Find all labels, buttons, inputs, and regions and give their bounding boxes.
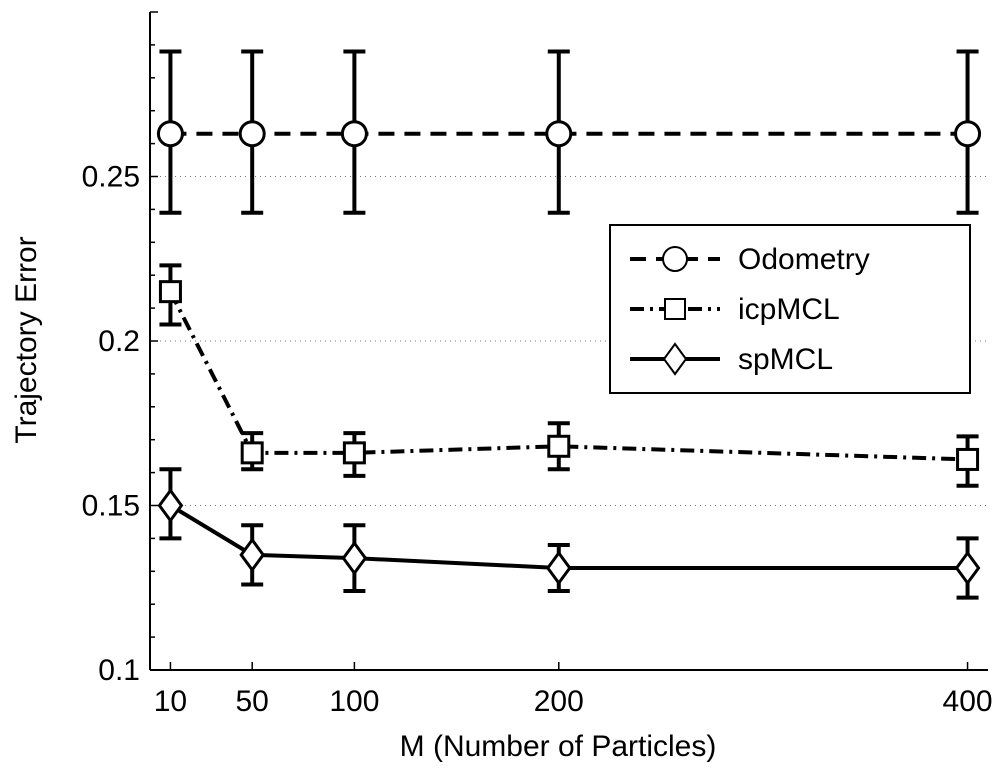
y-tick-label-2: 0.2 bbox=[98, 325, 140, 358]
legend: Odometry icpMCL spMCL bbox=[609, 224, 971, 394]
point-Odometry-1 bbox=[238, 120, 266, 148]
legend-marker-spMCL bbox=[662, 342, 688, 376]
point-icpMCL-2 bbox=[342, 441, 366, 465]
point-icpMCL-1 bbox=[240, 441, 264, 465]
point-Odometry-0 bbox=[156, 120, 184, 148]
series-Odometry bbox=[156, 49, 982, 215]
x-tick-label-0: 10 bbox=[154, 685, 187, 718]
point-spMCL-0 bbox=[157, 487, 184, 524]
legend-marker-icpMCL bbox=[664, 298, 686, 320]
point-spMCL-2 bbox=[341, 540, 368, 576]
series-spMCL bbox=[157, 467, 981, 600]
x-tick-label-4: 400 bbox=[943, 685, 993, 718]
point-Odometry-4 bbox=[954, 120, 982, 148]
point-spMCL-3 bbox=[545, 550, 572, 586]
legend-label-Odometry: Odometry bbox=[738, 243, 870, 276]
series-icpMCL bbox=[158, 263, 980, 488]
x-tick-label-3: 200 bbox=[534, 685, 584, 718]
legend-label-spMCL: spMCL bbox=[738, 343, 833, 376]
series-layer bbox=[156, 49, 982, 600]
y-axis-title: Trajectory Error bbox=[10, 236, 43, 443]
point-Odometry-3 bbox=[545, 120, 573, 148]
axes: 0.1 0.15 0.2 0.25 10 50 100 200 400 bbox=[82, 11, 993, 718]
point-spMCL-1 bbox=[239, 537, 266, 573]
legend-label-icpMCL: icpMCL bbox=[738, 293, 840, 326]
y-tick-label-3: 0.25 bbox=[82, 161, 140, 194]
point-icpMCL-0 bbox=[158, 280, 182, 304]
x-axis-title: M (Number of Particles) bbox=[400, 730, 717, 763]
legend-marker-Odometry bbox=[662, 246, 688, 272]
point-icpMCL-3 bbox=[547, 434, 571, 458]
series-line-spMCL bbox=[169, 503, 968, 571]
point-spMCL-4 bbox=[954, 550, 981, 586]
point-icpMCL-4 bbox=[956, 447, 980, 471]
y-tick-label-1: 0.15 bbox=[82, 490, 140, 523]
x-tick-label-2: 100 bbox=[329, 685, 379, 718]
point-Odometry-2 bbox=[340, 120, 368, 148]
x-tick-label-1: 50 bbox=[236, 685, 269, 718]
y-tick-label-0: 0.1 bbox=[98, 654, 140, 687]
